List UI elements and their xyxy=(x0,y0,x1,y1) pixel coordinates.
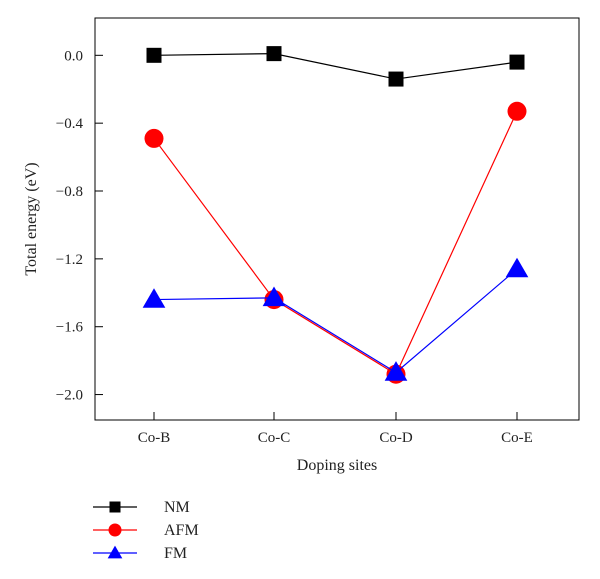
data-point xyxy=(144,128,164,148)
series-nm xyxy=(146,46,525,87)
series-line xyxy=(153,111,518,376)
y-axis-label: Total energy (eV) xyxy=(23,162,40,275)
legend-item-afm: AFM xyxy=(93,522,199,539)
data-point xyxy=(505,257,529,278)
legend-label: FM xyxy=(164,545,187,562)
y-tick-label: −1.2 xyxy=(56,252,83,268)
legend-label: AFM xyxy=(164,522,199,539)
x-axis-label: Doping sites xyxy=(297,457,377,474)
x-tick-label: Co-D xyxy=(379,430,413,446)
y-tick-label: −0.8 xyxy=(56,184,83,200)
y-tick-label: −0.4 xyxy=(56,116,84,132)
legend-item-nm: NM xyxy=(93,499,190,516)
data-point xyxy=(509,54,525,70)
data-point xyxy=(507,101,527,121)
legend-marker xyxy=(109,501,121,513)
series-line xyxy=(153,268,518,374)
y-tick-label: −1.6 xyxy=(56,320,84,336)
y-tick-label: −2.0 xyxy=(56,388,83,404)
legend-marker xyxy=(107,545,123,559)
plot-frame xyxy=(94,17,580,421)
x-tick-label: Co-C xyxy=(258,430,291,446)
series-fm xyxy=(142,257,529,381)
y-tick-label: 0.0 xyxy=(64,48,83,64)
legend-label: NM xyxy=(164,499,190,516)
data-point xyxy=(388,71,404,87)
data-point xyxy=(262,286,286,307)
legend-marker xyxy=(108,523,122,537)
data-point xyxy=(266,46,282,62)
data-point xyxy=(384,361,408,381)
series-afm xyxy=(144,101,527,384)
data-point xyxy=(146,47,162,63)
x-tick-label: Co-B xyxy=(138,430,171,446)
legend-item-fm: FM xyxy=(93,545,187,562)
y-axis-ticks: 0.0 −0.4 −0.8 −1.2 −1.6 −2.0 xyxy=(56,48,103,404)
series-layer xyxy=(142,46,529,384)
x-tick-label: Co-E xyxy=(501,430,533,446)
series-line xyxy=(153,53,518,80)
legend: NM AFM FM xyxy=(93,499,199,562)
x-axis-ticks: Co-B Co-C Co-D Co-E xyxy=(138,412,533,446)
data-point xyxy=(142,288,166,308)
